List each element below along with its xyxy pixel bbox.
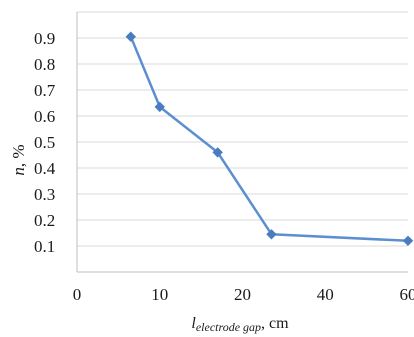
y-tick-label: 0.5 xyxy=(34,133,55,152)
data-point-marker xyxy=(154,101,165,113)
x-tick-label: 40 xyxy=(317,285,334,304)
series-line xyxy=(129,36,409,243)
y-tick-labels: 0.1 0.2 0.3 0.4 0.5 0.6 0.7 0.8 0.9 xyxy=(34,29,56,256)
x-tick-label: 60 xyxy=(400,285,414,304)
y-axis-label: n, % xyxy=(9,144,28,175)
data-point-marker xyxy=(402,235,414,247)
data-point-marker xyxy=(266,229,277,240)
y-tick-label: 0.8 xyxy=(34,55,55,74)
series-markers xyxy=(125,31,414,247)
y-tick-label: 0.2 xyxy=(34,211,55,230)
y-tick-label: 0.1 xyxy=(34,237,55,256)
x-axis-label: lelectrode gap, cm xyxy=(191,315,289,334)
x-tick-label: 10 xyxy=(151,285,168,304)
x-tick-labels: 0 10 20 40 60 xyxy=(73,285,414,304)
data-point-marker xyxy=(212,147,223,158)
y-tick-label: 0.3 xyxy=(34,185,55,204)
grid-lines xyxy=(77,11,408,247)
data-point-marker xyxy=(125,31,136,42)
x-tick-label: 0 xyxy=(73,285,82,304)
y-tick-label: 0.4 xyxy=(34,159,56,178)
y-tick-label: 0.7 xyxy=(34,81,56,100)
y-tick-label: 0.6 xyxy=(34,107,55,126)
y-tick-label: 0.9 xyxy=(34,29,55,48)
x-tick-label: 20 xyxy=(234,285,251,304)
